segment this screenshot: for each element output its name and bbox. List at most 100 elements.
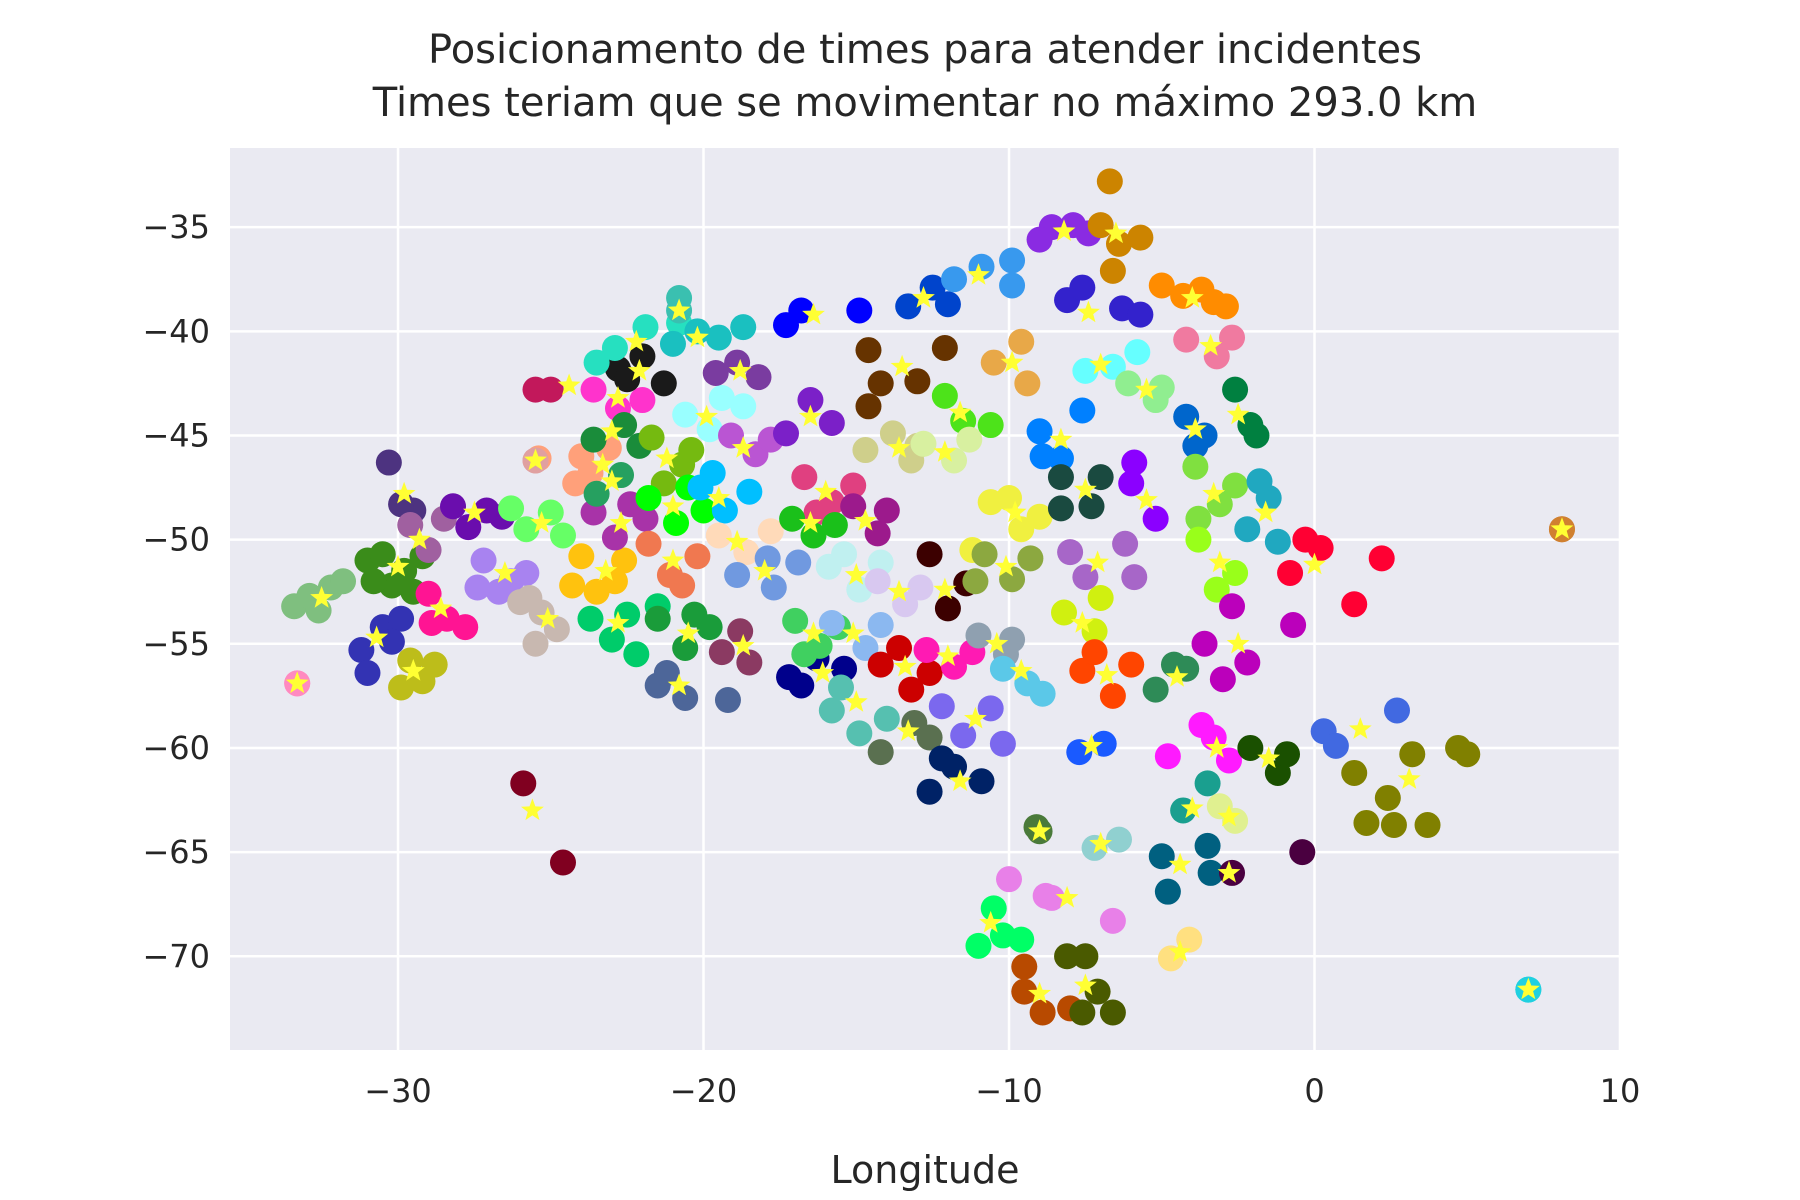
data-point <box>931 382 958 409</box>
data-point <box>388 674 415 701</box>
data-point <box>1072 943 1099 970</box>
data-point <box>730 393 757 420</box>
data-point <box>1127 224 1154 251</box>
team-center-star <box>536 606 560 629</box>
chart-title: Posicionamento de times para atender inc… <box>428 27 1422 73</box>
data-point <box>1289 839 1316 866</box>
team-center-star <box>1055 885 1079 908</box>
team-center-star <box>1000 350 1024 373</box>
data-point <box>827 674 854 701</box>
team-center-star <box>887 436 911 458</box>
data-point <box>818 609 845 636</box>
data-point <box>965 932 992 959</box>
data-point <box>916 724 943 751</box>
data-point <box>513 516 540 543</box>
chart-subtitle: Times teriam que se movimentar no máximo… <box>372 80 1478 126</box>
data-point <box>867 651 894 678</box>
data-point <box>378 628 405 655</box>
data-point <box>980 895 1007 922</box>
data-point <box>678 437 705 464</box>
team-centers <box>284 219 1575 1004</box>
team-center-star <box>1077 300 1100 323</box>
data-point <box>1026 226 1053 253</box>
data-point <box>513 559 540 586</box>
data-point <box>1176 926 1203 953</box>
data-point <box>910 430 937 457</box>
data-point <box>999 247 1026 274</box>
data-point <box>1191 630 1218 657</box>
data-point <box>418 609 445 636</box>
data-point <box>821 512 848 539</box>
data-point <box>1246 468 1273 495</box>
data-point <box>672 634 699 661</box>
data-point <box>1072 357 1099 384</box>
team-center-star <box>606 611 630 633</box>
team-center-star <box>1168 940 1192 962</box>
team-center-star <box>964 706 987 729</box>
y-tick-label: −40 <box>142 312 210 350</box>
data-point <box>996 484 1023 511</box>
data-point <box>1234 649 1261 676</box>
data-point <box>348 637 375 664</box>
data-point <box>1274 741 1301 768</box>
data-point <box>559 572 586 599</box>
data-point <box>1026 503 1053 530</box>
data-point <box>598 626 625 653</box>
team-center-star <box>429 596 453 619</box>
team-center-star <box>725 529 749 552</box>
data-point <box>1121 564 1148 591</box>
data-point <box>1099 682 1126 709</box>
team-center-star <box>1135 488 1158 510</box>
team-center-star <box>1074 973 1097 996</box>
data-point <box>913 637 940 664</box>
team-center-star <box>1074 477 1097 500</box>
data-point <box>369 541 396 568</box>
team-center-star <box>1049 427 1073 450</box>
data-point <box>1096 168 1123 195</box>
data-point <box>1185 505 1212 532</box>
data-point <box>989 655 1016 682</box>
team-center-star <box>530 511 553 533</box>
team-center-star <box>896 719 920 741</box>
team-center-star <box>933 440 957 462</box>
y-tick-label: −65 <box>142 833 210 871</box>
team-center-star <box>1226 631 1250 654</box>
team-center-star <box>1208 550 1232 573</box>
data-point <box>580 376 607 403</box>
team-center-star <box>1052 219 1076 241</box>
data-point <box>415 580 442 607</box>
data-point <box>886 634 913 661</box>
data-point <box>711 497 738 524</box>
data-point <box>788 672 815 699</box>
data-point <box>1087 584 1114 611</box>
team-center-star <box>493 561 517 583</box>
data-point <box>867 612 894 639</box>
data-point <box>580 426 607 453</box>
data-point <box>999 566 1026 593</box>
team-center-star <box>811 661 835 683</box>
data-point <box>1051 599 1077 626</box>
team-center-star <box>753 558 776 581</box>
data-point <box>1154 743 1181 770</box>
data-point <box>724 562 751 589</box>
x-tick-label: 0 <box>1304 1072 1324 1110</box>
data-point <box>635 530 662 557</box>
data-point <box>1280 612 1307 639</box>
data-point <box>1383 697 1410 724</box>
x-tick-label: −10 <box>975 1072 1043 1110</box>
data-point <box>855 337 882 364</box>
data-point <box>736 478 763 505</box>
data-point <box>354 659 381 686</box>
data-point <box>653 659 680 686</box>
data-point <box>1142 505 1169 532</box>
data-point <box>898 676 925 703</box>
data-point <box>1307 534 1334 561</box>
data-point <box>1069 657 1096 684</box>
y-tick-label: −50 <box>142 521 210 559</box>
team-center-star <box>731 633 755 656</box>
team-center-star <box>731 436 755 458</box>
team-center-star <box>728 358 752 381</box>
team-center-star <box>994 554 1018 577</box>
team-center-star <box>392 481 416 504</box>
